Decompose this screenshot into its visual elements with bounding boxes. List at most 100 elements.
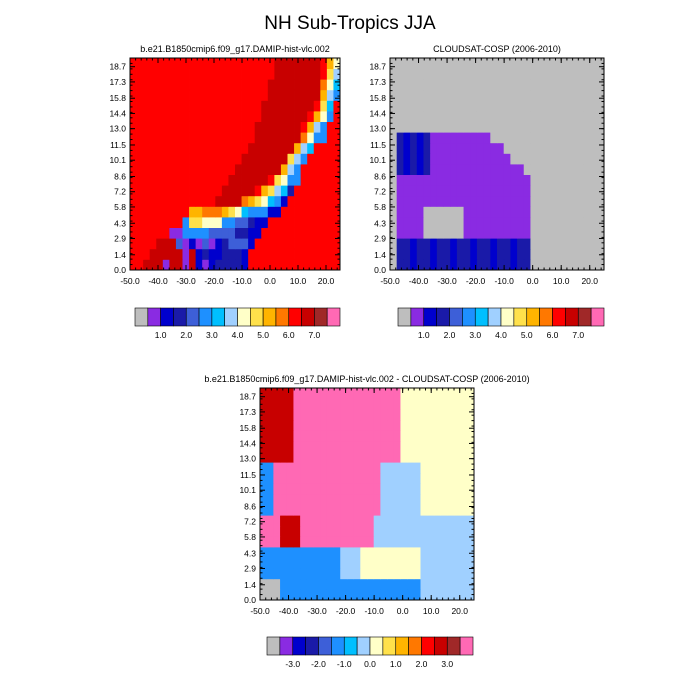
heatmap-cell xyxy=(326,388,334,399)
heatmap-cell xyxy=(550,89,558,101)
heatmap-cell xyxy=(443,174,451,186)
heatmap-cell xyxy=(241,111,249,122)
heatmap-cell xyxy=(410,164,418,175)
heatmap-cell xyxy=(583,195,592,207)
heatmap-cell xyxy=(450,79,458,91)
x-tick-label: 20.0 xyxy=(318,276,335,286)
heatmap-cell xyxy=(530,68,538,80)
heatmap-cell xyxy=(228,217,236,228)
heatmap-cell xyxy=(306,483,314,495)
colorbar-swatch xyxy=(173,307,187,327)
heatmap-cell xyxy=(202,195,210,207)
heatmap-cell xyxy=(380,430,388,442)
heatmap-cell xyxy=(503,89,511,101)
heatmap-cell xyxy=(430,248,438,260)
heatmap-cell xyxy=(241,153,249,165)
heatmap-cell xyxy=(130,238,137,250)
heatmap-cell xyxy=(306,568,314,580)
heatmap-cell xyxy=(280,206,288,218)
heatmap-cell xyxy=(463,121,471,133)
heatmap-cell xyxy=(307,153,315,165)
heatmap-cell xyxy=(450,259,458,271)
heatmap-cell xyxy=(400,504,408,516)
heatmap-cell xyxy=(543,142,551,154)
heatmap-cell xyxy=(510,58,518,69)
heatmap-cell xyxy=(202,217,210,228)
heatmap-cell xyxy=(367,557,375,569)
heatmap-cell xyxy=(353,398,361,410)
heatmap-cell xyxy=(396,121,404,133)
heatmap-cell xyxy=(436,238,444,250)
heatmap-cell xyxy=(390,121,398,133)
heatmap-cell xyxy=(443,111,451,122)
heatmap-cell xyxy=(266,536,274,548)
heatmap-cell xyxy=(393,419,401,431)
heatmap-cell xyxy=(333,430,341,442)
heatmap-cell xyxy=(280,578,288,590)
heatmap-cell xyxy=(443,195,451,207)
heatmap-cell xyxy=(189,248,197,260)
heatmap-cell xyxy=(221,248,229,260)
heatmap-cell xyxy=(387,398,395,410)
heatmap-cell xyxy=(202,58,210,69)
heatmap-cell xyxy=(274,132,282,144)
heatmap-cell xyxy=(326,142,334,154)
heatmap-cell xyxy=(410,195,418,207)
heatmap-cell xyxy=(590,195,598,207)
heatmap-cell xyxy=(215,248,223,260)
heatmap-cell xyxy=(570,238,578,250)
heatmap-cell xyxy=(287,259,295,271)
heatmap-cell xyxy=(410,132,418,144)
heatmap-cell xyxy=(313,238,321,250)
heatmap-cell xyxy=(433,398,441,410)
heatmap-cell xyxy=(313,557,321,569)
x-tick-label: -20.0 xyxy=(336,606,356,616)
heatmap-cell xyxy=(410,121,418,133)
heatmap-cell xyxy=(497,68,505,80)
heatmap-cell xyxy=(590,153,598,165)
heatmap-cell xyxy=(563,174,571,186)
heatmap-cell xyxy=(320,578,328,590)
heatmap-cell xyxy=(215,206,223,218)
heatmap-cell xyxy=(530,153,538,165)
heatmap-cell xyxy=(427,568,435,580)
heatmap-cell xyxy=(583,206,592,218)
heatmap-cell xyxy=(215,195,223,207)
heatmap-cell xyxy=(156,58,164,69)
heatmap-cell xyxy=(286,430,294,442)
heatmap-cell xyxy=(353,568,361,580)
heatmap-cell xyxy=(208,185,216,197)
heatmap-cell xyxy=(577,68,585,80)
heatmap-cell xyxy=(557,195,565,207)
panel-title: b.e21.B1850cmip6.f09_g17.DAMIP-hist-vlc.… xyxy=(204,374,529,384)
heatmap-cell xyxy=(463,79,471,91)
colorbar-swatch xyxy=(318,636,332,656)
heatmap-cell xyxy=(430,142,438,154)
heatmap-cell xyxy=(517,217,525,228)
heatmap-cell xyxy=(510,79,518,91)
heatmap-cell xyxy=(543,100,551,112)
heatmap-cell xyxy=(470,111,478,122)
colorbar-cloudsat: 1.0 2.0 3.0 4.0 5.0 6.0 7.0 xyxy=(397,307,605,340)
heatmap-cell xyxy=(360,441,368,452)
heatmap-cell xyxy=(373,568,381,580)
heatmap-cell xyxy=(280,79,288,91)
heatmap-cell xyxy=(407,388,415,399)
colorbar-swatch xyxy=(326,307,341,327)
heatmap-cell xyxy=(169,100,177,112)
heatmap-cell xyxy=(333,483,341,495)
heatmap-cell xyxy=(300,164,308,175)
heatmap-cell xyxy=(333,174,341,186)
heatmap-cell xyxy=(149,185,157,197)
heatmap-cell xyxy=(274,217,282,228)
heatmap-cell xyxy=(300,504,308,516)
heatmap-cell xyxy=(393,536,401,548)
heatmap-cell xyxy=(590,68,598,80)
heatmap-cell xyxy=(313,441,321,452)
heatmap-cell xyxy=(490,79,498,91)
heatmap-cell xyxy=(287,153,295,165)
heatmap-cell xyxy=(400,515,408,527)
heatmap-cell xyxy=(430,89,438,101)
heatmap-cell xyxy=(503,142,511,154)
heatmap-cell xyxy=(149,111,157,122)
